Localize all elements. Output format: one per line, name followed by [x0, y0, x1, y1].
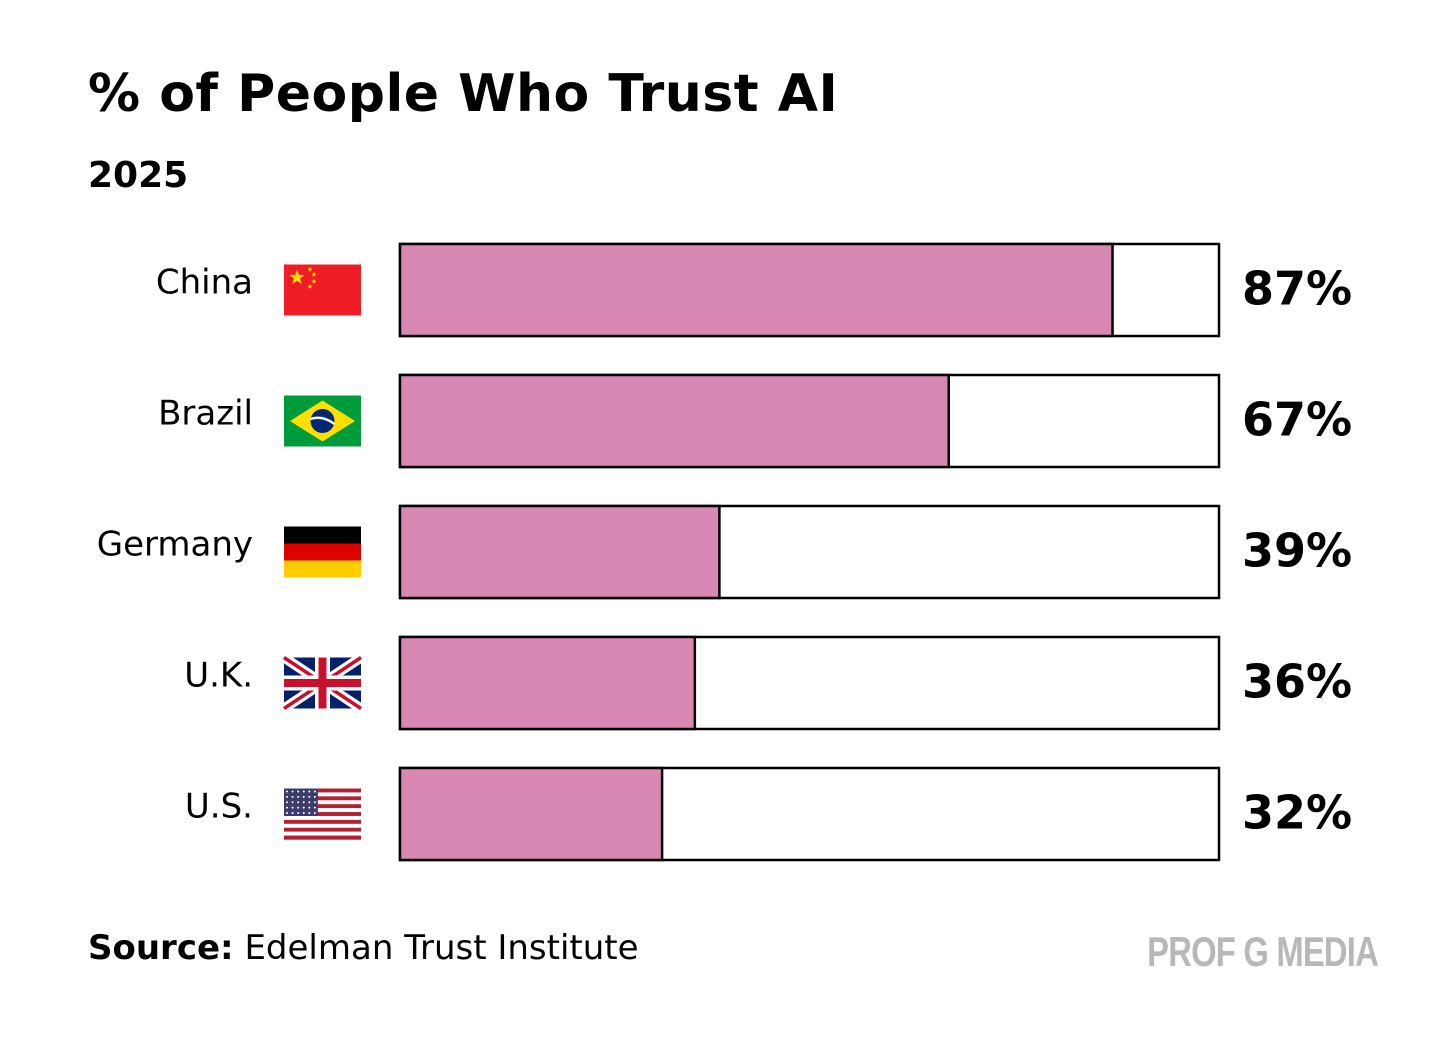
flag-star: [286, 811, 288, 814]
bar: [398, 242, 1114, 338]
bar: [398, 373, 950, 469]
flag-stripe: [284, 800, 361, 805]
flag-stripe: [284, 808, 361, 813]
flag-cross-red: [284, 657, 361, 709]
flag-star: [308, 806, 311, 809]
flag-star: [313, 806, 316, 809]
bar-row: Brazil 67%: [158, 373, 1352, 469]
uk-flag-icon: [281, 653, 364, 713]
category-label: U.K.: [184, 656, 253, 696]
flag-stripe: [284, 827, 361, 832]
brazil-flag-icon: [284, 395, 361, 447]
flag-star: [313, 790, 316, 793]
flag-band: [310, 416, 336, 426]
flag-star: [291, 811, 294, 814]
flag-star: [297, 811, 300, 814]
flag-star: [291, 801, 294, 804]
flag-stripe: [284, 815, 361, 821]
flag-star: [302, 790, 305, 793]
source-text: Edelman Trust Institute: [244, 928, 639, 968]
value-label: 32%: [1242, 786, 1352, 840]
flag-star: [286, 806, 288, 809]
source-note: Source: Edelman Trust Institute: [88, 928, 639, 968]
bar: [398, 504, 721, 600]
flag-stripe: [284, 796, 361, 801]
flag-star: [302, 806, 305, 809]
flag-star: [286, 795, 288, 798]
flag-star: [311, 278, 317, 284]
chart-title: % of People Who Trust AI: [88, 64, 839, 124]
category-label: U.S.: [185, 787, 253, 827]
flag-star: [313, 801, 316, 804]
flag-star: [286, 790, 288, 793]
chart-subtitle: 2025: [88, 155, 189, 196]
flag-field: [284, 264, 361, 316]
category-label: China: [156, 263, 253, 303]
flag-star: [289, 269, 305, 284]
flag-stripe: [284, 804, 361, 809]
value-label: 36%: [1242, 655, 1352, 709]
flag-stripe-red: [284, 543, 361, 561]
bar-row: U.K. 36%: [184, 635, 1352, 731]
china-flag-icon: [284, 264, 361, 316]
flag-stripe: [284, 792, 361, 797]
flag-star: [307, 266, 313, 272]
flag-stripe-black: [284, 526, 361, 544]
flag-star: [313, 811, 316, 814]
flag-stripe: [284, 823, 361, 828]
category-label: Brazil: [158, 394, 253, 434]
flag-stripe: [284, 819, 361, 825]
flag-star: [297, 806, 300, 809]
flag-stripe: [284, 831, 361, 836]
flag-star: [313, 795, 316, 798]
flag-star: [308, 795, 311, 798]
flag-star: [297, 790, 300, 793]
flag-stripe-gold: [284, 560, 361, 578]
flag-star: [302, 801, 305, 804]
bar-row: U.S. 32%: [185, 766, 1352, 862]
flag-star: [302, 795, 305, 798]
flag-star: [291, 790, 294, 793]
flag-star: [291, 795, 294, 798]
flag-stripe: [284, 835, 361, 840]
value-label: 67%: [1242, 393, 1352, 447]
flag-star: [286, 801, 288, 804]
flag-star: [308, 801, 311, 804]
category-label: Germany: [97, 525, 253, 565]
flag-star: [297, 795, 300, 798]
flag-star: [308, 790, 311, 793]
us-flag-icon: [284, 788, 361, 840]
bar: [398, 635, 697, 731]
bar-chart: China 87% Brazil 67% Germany 39% U.K. 36% U.S. 32…: [97, 242, 1352, 862]
flag-star: [302, 811, 305, 814]
flag-globe: [310, 409, 335, 433]
flag-stripe: [284, 812, 361, 817]
value-label: 87%: [1242, 262, 1352, 316]
flag-star: [291, 806, 294, 809]
flag-canton: [284, 788, 318, 816]
flag-stripe: [284, 788, 361, 793]
flag-star: [297, 801, 300, 804]
bar-row: Germany 39%: [97, 504, 1352, 600]
brand-logo: PROF G MEDIA: [1147, 928, 1379, 975]
value-label: 39%: [1242, 524, 1352, 578]
bar: [398, 766, 664, 862]
source-label: Source:: [88, 928, 234, 968]
flag-star: [311, 271, 317, 277]
flag-star: [307, 283, 313, 289]
germany-flag-icon: [284, 526, 361, 578]
bar-row: China 87%: [156, 242, 1352, 338]
flag-star: [308, 811, 311, 814]
